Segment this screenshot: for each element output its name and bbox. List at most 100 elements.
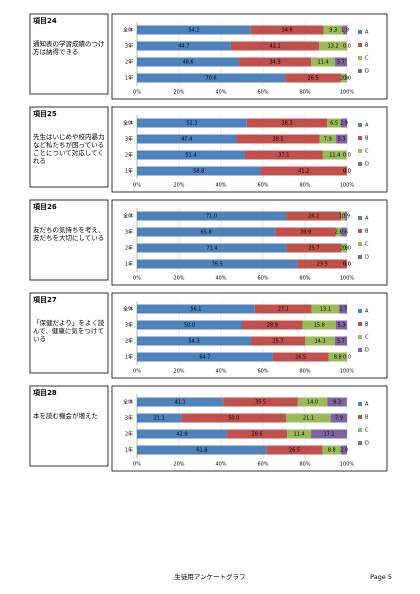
value-label: 14.0 (307, 400, 318, 406)
item-description: 通知表の学習成績のつけ方は納得できる (33, 40, 105, 56)
value-label: 5.7 (337, 339, 345, 345)
value-label: 13.1 (320, 307, 331, 313)
value-label: 25.7 (272, 339, 283, 345)
value-label: 0.0 (343, 262, 351, 268)
value-label: 41.2 (298, 169, 309, 175)
bar-segment (137, 429, 228, 439)
value-label: 0.0 (343, 169, 351, 175)
bar-segment (137, 352, 273, 362)
item-title: 項目26 (33, 203, 57, 211)
value-label: 27.1 (278, 307, 289, 313)
bar-segment (335, 57, 347, 67)
value-label: 76.5 (212, 262, 223, 268)
item-title: 項目24 (33, 17, 57, 25)
bar-segment (343, 25, 347, 35)
label-wrap: 項目27 「保健だより」をよく読んで、健康に気をつけている (33, 295, 106, 343)
bar-segment (339, 304, 347, 314)
bar-segment (137, 397, 224, 407)
bar-segment (244, 150, 323, 160)
value-label: 6.5 (330, 121, 338, 127)
value-label: 2.9 (340, 448, 348, 454)
legend-label: D (365, 348, 369, 354)
legend-label: B (365, 43, 369, 49)
legend-label: A (365, 309, 369, 315)
label-area: 項目25 先生はいじめや校内暴力など私たちが困っていることについて対応してくれる (33, 110, 105, 165)
bar-segment (345, 211, 347, 221)
bar-segment (137, 336, 252, 346)
value-label: 28.9 (267, 323, 278, 329)
value-label: 70.6 (206, 76, 217, 82)
y-tick-label: 3年 (125, 136, 133, 143)
bar-segment (302, 320, 336, 330)
legend-label: B (365, 136, 369, 142)
item-description: 先生はいじめや校内暴力など私たちが困っていることについて対応してくれる (33, 133, 105, 165)
bar-segment (319, 134, 337, 144)
bar-segment (137, 211, 287, 221)
x-tick-label: 100% (340, 369, 355, 375)
bar-segment (297, 259, 347, 269)
bar-segment (137, 259, 298, 269)
value-label: 2.6 (340, 230, 348, 236)
bar-segment (137, 25, 251, 35)
y-tick-label: 1年 (125, 75, 133, 82)
bar-segment (297, 397, 328, 407)
x-tick-label: 60% (257, 462, 268, 468)
value-label: 47.4 (181, 137, 192, 143)
bar-segment (286, 211, 342, 221)
value-label: 26.5 (308, 76, 319, 82)
legend-swatch (358, 123, 362, 127)
bar-segment (137, 150, 245, 160)
value-label: 8.8 (334, 355, 342, 361)
value-label: 11.4 (329, 153, 340, 159)
legend-swatch (358, 441, 362, 445)
value-label: 3.7 (339, 307, 347, 313)
value-label: 0.9 (342, 214, 350, 220)
value-label: 25.7 (308, 246, 319, 252)
label-area: 項目27 「保健だより」をよく読んで、健康に気をつけている (33, 295, 106, 343)
label-wrap: 項目26 友だちの気持ちを考え、友だちを大切にしている (33, 202, 106, 242)
bar-segment (254, 304, 312, 314)
x-tick-label: 60% (257, 90, 268, 96)
value-label: 0.0 (343, 44, 351, 50)
bar-segment (137, 445, 267, 455)
item-title: 項目25 (33, 110, 57, 118)
bar-segment (137, 243, 287, 253)
y-tick-label: 3年 (125, 43, 133, 50)
y-tick-label: 2年 (125, 338, 133, 345)
value-label: 11.4 (317, 60, 328, 66)
bar-segment (137, 41, 231, 51)
bar-segment (137, 166, 261, 176)
value-label: 5.3 (338, 137, 346, 143)
value-label: 34.3 (270, 60, 281, 66)
label-wrap: 項目28 本を読む機会が増えた (33, 388, 106, 420)
y-tick-label: 全体 (123, 213, 133, 220)
value-label: 44.7 (178, 44, 189, 50)
item-title: 項目27 (33, 296, 57, 304)
bar-segment (137, 304, 255, 314)
legend-label: A (365, 123, 369, 129)
item-description: 「保健だより」をよく読んで、健康に気をつけている (33, 319, 105, 343)
x-tick-label: 20% (173, 462, 184, 468)
x-tick-label: 0% (133, 183, 141, 189)
label-box (29, 199, 109, 281)
legend-swatch (358, 335, 362, 339)
legend-label: D (365, 255, 369, 261)
value-label: 28.6 (252, 432, 263, 438)
x-tick-label: 20% (173, 369, 184, 375)
value-label: 50.0 (228, 416, 239, 422)
value-label: 14.3 (314, 339, 325, 345)
value-label: 2.9 (340, 246, 348, 252)
bar-segment (340, 118, 347, 128)
legend-label: B (365, 415, 369, 421)
bar-segment (251, 336, 305, 346)
label-box (29, 292, 109, 374)
legend-label: C (365, 428, 369, 434)
value-label: 0.0 (343, 355, 351, 361)
label-area: 項目24 通知表の学習成績のつけ方は納得できる (33, 17, 105, 56)
bar-segment (181, 413, 287, 423)
value-label: 54.2 (188, 28, 199, 34)
bar-segment (137, 413, 182, 423)
bar-segment (323, 25, 344, 35)
value-label: 54.3 (188, 339, 199, 345)
item-title: 項目28 (33, 389, 57, 397)
